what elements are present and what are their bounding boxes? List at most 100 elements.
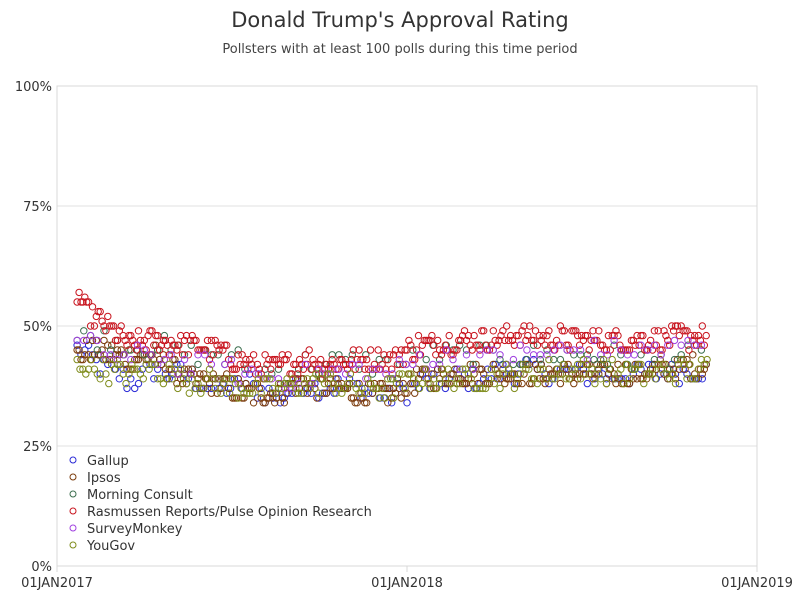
data-point [208, 375, 217, 383]
data-point [602, 379, 611, 388]
data-point [196, 370, 204, 378]
data-point [228, 365, 237, 373]
data-point [240, 389, 248, 397]
data-point [178, 379, 187, 388]
data-point [485, 379, 494, 388]
data-point [568, 365, 576, 373]
data-point [441, 341, 450, 349]
data-point [278, 351, 286, 359]
data-point [497, 331, 505, 340]
data-point [587, 336, 595, 345]
data-point [456, 379, 464, 388]
data-point [163, 341, 172, 349]
data-point [512, 331, 520, 340]
data-point [272, 394, 281, 402]
data-point [397, 346, 405, 354]
data-point [96, 307, 104, 316]
data-point [462, 336, 471, 345]
data-point [297, 360, 306, 369]
data-point [420, 336, 428, 345]
data-point [404, 370, 412, 378]
data-point [568, 327, 576, 335]
data-point [575, 370, 584, 378]
data-point [188, 375, 196, 383]
data-point [269, 389, 277, 397]
data-point [476, 351, 484, 359]
data-point [559, 360, 567, 369]
data-point [348, 351, 356, 359]
data-point [499, 327, 507, 335]
data-point [271, 355, 279, 364]
data-point [537, 336, 545, 345]
data-point [418, 379, 426, 388]
data-point [83, 298, 91, 306]
data-point [589, 375, 597, 383]
data-point [226, 384, 235, 393]
data-point [376, 379, 384, 388]
data-point [284, 351, 292, 359]
data-point [591, 379, 599, 388]
data-point [428, 370, 436, 378]
data-point [677, 341, 685, 349]
data-point [290, 379, 298, 388]
data-point [324, 379, 333, 388]
data-point [162, 375, 171, 383]
data-point [444, 365, 452, 373]
data-point [491, 336, 499, 345]
data-point [159, 336, 168, 345]
data-point [694, 375, 703, 383]
data-point [336, 355, 344, 364]
data-point [312, 370, 320, 378]
data-point [194, 375, 202, 383]
data-point [157, 341, 166, 349]
data-point [119, 331, 127, 340]
data-point [460, 379, 469, 388]
data-point [648, 365, 657, 373]
data-point [123, 384, 131, 393]
data-point [167, 365, 175, 373]
data-point [639, 331, 647, 340]
data-point [588, 365, 596, 373]
data-point [464, 375, 473, 383]
data-point [288, 370, 296, 378]
data-point [146, 327, 154, 335]
data-point [556, 322, 565, 330]
data-point [182, 379, 191, 388]
data-point [604, 331, 613, 340]
data-point [574, 331, 582, 340]
data-point [99, 355, 107, 364]
data-point [303, 375, 311, 383]
data-point [435, 379, 444, 388]
data-point [370, 379, 379, 388]
data-point [633, 375, 641, 383]
data-point [192, 336, 200, 345]
data-point [468, 346, 476, 354]
legend: Gallup Ipsos Morning Consult Rasmussen Repo… [69, 454, 372, 554]
data-point [76, 365, 84, 373]
data-point [227, 355, 236, 364]
data-point [388, 365, 396, 373]
data-point [562, 341, 570, 349]
data-point [474, 379, 482, 388]
data-point [369, 384, 378, 393]
data-point [307, 365, 315, 373]
data-point [570, 346, 578, 354]
data-point [345, 375, 354, 383]
data-point [223, 389, 231, 397]
data-point [668, 370, 677, 378]
data-point [512, 379, 520, 388]
data-point [608, 355, 616, 364]
data-point [359, 394, 367, 402]
data-point [345, 379, 354, 388]
data-point [409, 355, 417, 364]
data-point [347, 355, 356, 364]
data-point [403, 399, 411, 407]
legend-item: YouGov [69, 539, 135, 554]
data-point [332, 365, 340, 373]
data-point [516, 341, 524, 349]
data-point [113, 360, 122, 369]
data-point [490, 379, 498, 388]
data-point [675, 365, 683, 373]
data-point [209, 351, 218, 359]
data-point [531, 360, 540, 369]
